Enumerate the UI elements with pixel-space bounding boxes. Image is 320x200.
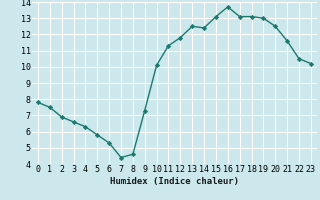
X-axis label: Humidex (Indice chaleur): Humidex (Indice chaleur): [110, 177, 239, 186]
